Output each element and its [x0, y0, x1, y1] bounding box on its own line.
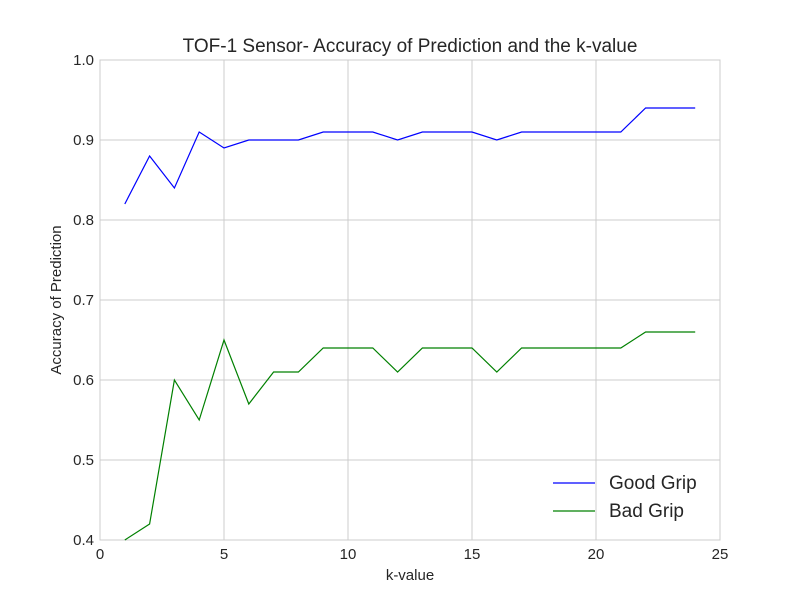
y-tick-label: 0.4: [73, 532, 94, 549]
y-tick-label: 0.9: [73, 132, 94, 149]
x-tick-label: 10: [340, 546, 357, 563]
legend: Good Grip Bad Grip: [553, 473, 697, 522]
y-tick-label: 0.6: [73, 372, 94, 389]
y-tick-label: 1.0: [73, 52, 94, 69]
x-tick-label: 20: [588, 546, 605, 563]
x-axis-label: k-value: [386, 567, 434, 584]
series-line-good-grip: [124, 107, 696, 205]
chart-title: TOF-1 Sensor- Accuracy of Prediction and…: [183, 36, 638, 57]
y-tick-label: 0.5: [73, 452, 94, 469]
series-layer: [124, 107, 696, 541]
y-tick-label: 0.8: [73, 212, 94, 229]
plot-frame: [99, 59, 721, 541]
y-tick-label: 0.7: [73, 292, 94, 309]
grid: [99, 59, 721, 541]
series-line-bad-grip: [124, 331, 696, 541]
legend-label-bad-grip: Bad Grip: [609, 501, 684, 522]
x-tick-label: 5: [220, 546, 228, 563]
tick-labels: 0 5 10 15 20 25 0.4 0.5 0.6 0.7 0.8 0.9 1.0: [73, 52, 728, 563]
x-tick-label: 15: [464, 546, 481, 563]
y-axis-label: Accuracy of Prediction: [48, 225, 65, 374]
legend-label-good-grip: Good Grip: [609, 473, 697, 494]
x-tick-label: 0: [96, 546, 104, 563]
x-tick-label: 25: [712, 546, 729, 563]
